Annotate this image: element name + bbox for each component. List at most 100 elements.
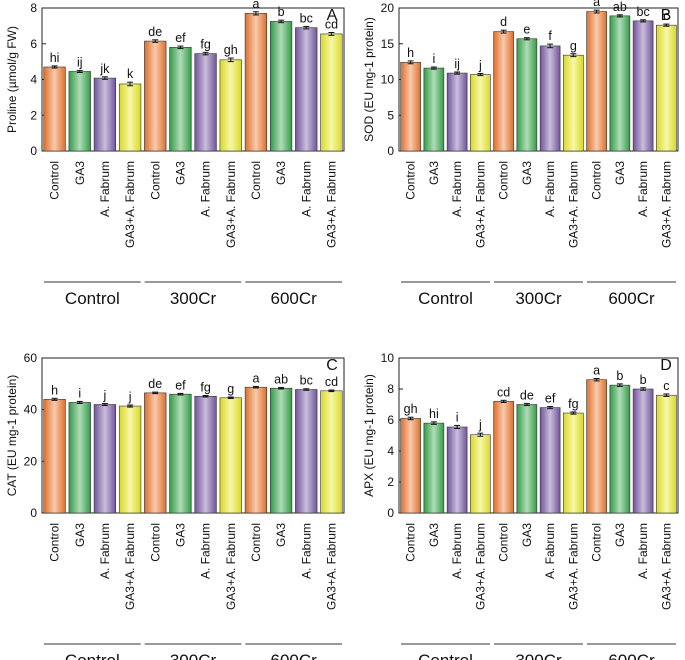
group-label: Control [65, 289, 120, 308]
category-label: A. Fabrum [199, 161, 213, 217]
significance-letter: cd [497, 385, 510, 399]
y-tick-label: 0 [30, 144, 37, 158]
bar [194, 395, 217, 514]
significance-letter: f [548, 29, 552, 43]
significance-letter: fg [200, 37, 210, 51]
bar [43, 66, 66, 152]
group-label: 600Cr [608, 289, 655, 308]
category-label: A. Fabrum [199, 523, 213, 579]
significance-letter: jk [99, 62, 110, 76]
chart-panel-a: 0 2 4 6 8 Proline (µmol/g FW) Ahi Control ij GA3 j… [5, 0, 345, 308]
chart-panel-b: 0 5 10 15 20 SOD (EU mg-1 protein) Bh Control i G… [362, 0, 679, 308]
significance-letter: b [616, 369, 623, 383]
y-tick-label: 15 [381, 37, 395, 51]
group-label: Control [418, 651, 473, 660]
category-label: GA3+A. Fabrum [659, 161, 673, 248]
y-tick-label: 2 [30, 108, 37, 122]
bar [493, 31, 514, 152]
significance-letter: de [148, 377, 162, 391]
group-label: Control [65, 651, 120, 660]
bar [632, 20, 654, 152]
y-tick-label: 8 [387, 382, 394, 396]
bar [400, 62, 421, 152]
significance-letter: i [78, 386, 81, 400]
chart-panel-d: 0 2 4 6 8 10 APX (EU mg-1 protein) Dgh Control hi… [362, 351, 679, 660]
bar [470, 74, 491, 152]
bar [295, 27, 318, 152]
bar [144, 392, 167, 514]
group-label: 300Cr [515, 289, 562, 308]
bar [244, 13, 268, 152]
y-tick-label: 8 [30, 1, 37, 15]
bar [169, 47, 192, 152]
significance-letter: bc [300, 374, 313, 388]
category-label: A. Fabrum [636, 161, 650, 217]
significance-letter: ab [274, 372, 288, 386]
bar [539, 45, 561, 152]
bar [118, 83, 142, 152]
significance-letter: g [227, 382, 234, 396]
category-label: GA3 [427, 161, 441, 185]
y-tick-label: 40 [24, 403, 38, 417]
category-label: Control [48, 161, 62, 200]
bar [656, 24, 677, 152]
significance-letter: de [148, 25, 162, 39]
y-tick-label: 20 [24, 454, 38, 468]
category-label: GA3 [520, 161, 534, 185]
category-label: GA3 [427, 523, 441, 547]
significance-letter: gh [404, 402, 418, 416]
category-label: Control [249, 523, 263, 562]
significance-letter: j [478, 58, 482, 72]
significance-letter: hi [50, 51, 60, 65]
panel-letter: B [661, 7, 672, 24]
bar [586, 379, 607, 514]
bar [269, 21, 293, 152]
category-label: Control [590, 161, 604, 200]
category-label: GA3 [613, 161, 627, 185]
bar [295, 389, 318, 514]
category-label: Control [148, 523, 162, 562]
chart-panel-c: 0 20 40 60 CAT (EU mg-1 protein) Ch Control i GA… [5, 351, 345, 660]
category-label: GA3 [520, 523, 534, 547]
category-label: GA3 [73, 161, 87, 185]
category-label: GA3 [613, 523, 627, 547]
bar [563, 54, 584, 152]
bar [516, 38, 538, 152]
category-label: GA3 [173, 523, 187, 547]
y-tick-label: 10 [381, 73, 395, 87]
bar [169, 393, 192, 514]
significance-letter: ij [454, 57, 460, 71]
bar [423, 67, 445, 152]
y-tick-label: 10 [381, 351, 395, 365]
bar [43, 399, 66, 514]
panel-letter: C [326, 357, 338, 374]
category-label: A. Fabrum [450, 161, 464, 217]
bar [493, 401, 514, 514]
significance-letter: bc [637, 5, 650, 19]
bar [68, 71, 91, 152]
bar [219, 397, 242, 514]
category-label: GA3 [274, 523, 288, 547]
significance-letter: i [456, 410, 459, 424]
bar [68, 402, 91, 514]
significance-letter: i [432, 52, 435, 66]
significance-letter: e [523, 23, 530, 37]
bar [632, 388, 654, 514]
significance-letter: fg [200, 380, 210, 394]
bar [446, 72, 468, 152]
category-label: A. Fabrum [299, 161, 313, 217]
category-label: Control [404, 161, 418, 200]
group-label: 600Cr [271, 651, 318, 660]
bar [539, 407, 561, 514]
y-tick-label: 6 [30, 37, 37, 51]
significance-letter: ij [77, 55, 83, 69]
category-label: A. Fabrum [98, 523, 112, 579]
category-label: Control [249, 161, 263, 200]
y-axis-label: CAT (EU mg-1 protein) [5, 375, 19, 497]
significance-letter: a [593, 0, 600, 9]
panel-letter: A [327, 7, 338, 24]
bar [563, 412, 584, 514]
y-axis-label: APX (EU mg-1 protein) [362, 374, 376, 497]
bar [656, 394, 677, 514]
